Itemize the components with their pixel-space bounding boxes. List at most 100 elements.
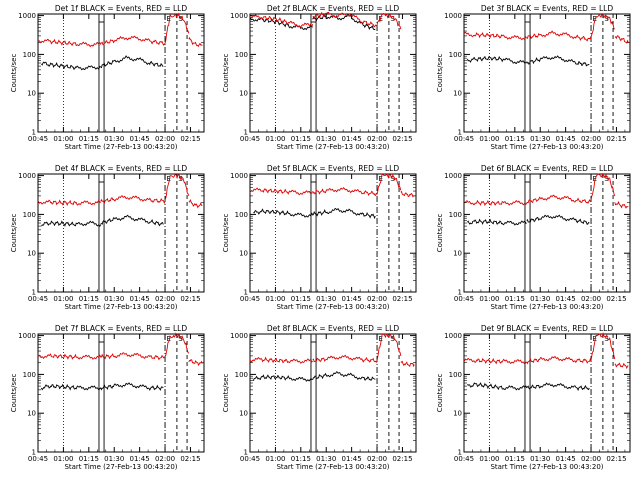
x-tick-label: 00:45 [240, 295, 260, 303]
lld-series-line [188, 358, 203, 367]
x-tick-label: 00:45 [454, 135, 474, 143]
lld-series-line [614, 362, 629, 370]
x-tick-label: 02:15 [392, 295, 412, 303]
event-marker-label: E [593, 15, 597, 23]
x-tick-label: 01:15 [291, 295, 311, 303]
y-tick-label: 1 [244, 129, 248, 137]
y-tick-label: 100 [449, 371, 462, 379]
chart-title: Det 2f BLACK = Events, RED = LLD [267, 4, 400, 13]
x-tick-label: 01:00 [53, 295, 73, 303]
y-axis-label: Counts/sec [222, 214, 230, 253]
lld-series-line [590, 331, 616, 361]
y-tick-label: 100 [449, 211, 462, 219]
y-tick-label: 1 [32, 449, 36, 457]
y-tick-label: 100 [23, 211, 36, 219]
plot-frame [463, 173, 631, 293]
x-tick-label: 00:45 [454, 295, 474, 303]
x-axis-label: Start Time (27-Feb-13 00:43:20) [490, 463, 603, 471]
y-axis-label: Counts/sec [436, 374, 444, 413]
y-tick-label: 100 [23, 371, 36, 379]
y-tick-label: 100 [23, 51, 36, 59]
y-tick-label: 1000 [18, 172, 36, 180]
plot-frame [249, 333, 417, 453]
events-series-line [252, 374, 313, 382]
y-tick-label: 1 [32, 289, 36, 297]
event-marker-label: S [604, 15, 609, 23]
lld-series-line [312, 186, 378, 197]
events-series-line [312, 207, 376, 220]
x-tick-label: 01:15 [291, 135, 311, 143]
y-tick-label: 1000 [18, 12, 36, 20]
x-tick-label: 00:45 [454, 455, 474, 463]
plot-frame [463, 13, 631, 133]
plot-frame [463, 333, 631, 453]
chart-panel: Det 4f BLACK = Events, RED = LLD 1 10 100 10… [10, 164, 205, 311]
lld-series-line [249, 187, 313, 196]
events-series-line [467, 382, 528, 391]
x-tick-label: 02:00 [367, 135, 387, 143]
y-axis-label: Counts/sec [436, 54, 444, 93]
chart-title: Det 7f BLACK = Events, RED = LLD [55, 324, 188, 333]
events-series-line [41, 61, 101, 71]
x-tick-label: 01:30 [316, 455, 336, 463]
x-tick-label: 00:45 [240, 135, 260, 143]
y-tick-label: 1 [458, 129, 462, 137]
x-tick-label: 01:30 [104, 295, 124, 303]
lld-series-line [37, 199, 101, 207]
chart-panel: Det 1f BLACK = Events, RED = LLD 1 10 100 10… [10, 4, 205, 151]
lld-series-line [376, 12, 402, 30]
x-tick-label: 01:30 [104, 455, 124, 463]
x-tick-label: 01:45 [342, 135, 362, 143]
y-tick-label: 100 [449, 51, 462, 59]
events-series-line [312, 14, 376, 30]
lld-series-line [100, 352, 166, 361]
x-axis-label: Start Time (27-Feb-13 00:43:20) [276, 143, 389, 151]
x-tick-label: 01:30 [316, 295, 336, 303]
y-tick-label: 100 [235, 371, 248, 379]
lld-series-line [164, 332, 190, 357]
x-axis-label: Start Time (27-Feb-13 00:43:20) [64, 303, 177, 311]
y-tick-label: 10 [27, 410, 36, 418]
y-tick-label: 1 [458, 289, 462, 297]
x-tick-label: 02:15 [392, 135, 412, 143]
x-tick-label: 02:00 [155, 135, 175, 143]
y-tick-label: 1 [244, 449, 248, 457]
lld-series-line [590, 172, 616, 201]
x-tick-label: 02:15 [606, 455, 626, 463]
y-tick-label: 1000 [230, 172, 248, 180]
lld-series-line [188, 198, 203, 209]
event-marker-label: S [604, 175, 609, 183]
plot-frame [249, 173, 417, 293]
lld-series-line [376, 173, 402, 195]
lld-series-line [526, 30, 592, 42]
lld-series-line [164, 12, 190, 44]
x-tick-label: 02:15 [180, 455, 200, 463]
lld-series-line [37, 353, 102, 360]
events-series-line [249, 17, 313, 31]
events-series-line [100, 214, 164, 227]
lld-series-line [400, 190, 415, 198]
y-tick-label: 1000 [230, 332, 248, 340]
lld-series-line [463, 31, 527, 41]
x-tick-label: 00:45 [28, 295, 48, 303]
lld-series-line [463, 357, 527, 365]
x-tick-label: 01:45 [130, 135, 150, 143]
x-axis-label: Start Time (27-Feb-13 00:43:20) [490, 303, 603, 311]
x-tick-label: 01:15 [79, 295, 99, 303]
chart-panel: Det 5f BLACK = Events, RED = LLD 1 10 100 10… [222, 164, 417, 311]
y-tick-label: 10 [453, 90, 462, 98]
y-tick-label: 10 [239, 410, 248, 418]
event-marker-label: E [167, 175, 171, 183]
x-tick-label: 01:45 [342, 295, 362, 303]
x-tick-label: 02:00 [155, 455, 175, 463]
y-tick-label: 1000 [444, 12, 462, 20]
chart-panel: Det 6f BLACK = Events, RED = LLD 1 10 100 10… [436, 164, 631, 311]
lld-series-line [463, 199, 528, 207]
x-tick-label: 02:00 [367, 455, 387, 463]
event-marker-label: S [604, 335, 609, 343]
chart-panel: Det 7f BLACK = Events, RED = LLD 1 10 100 10… [10, 324, 205, 471]
events-series-line [253, 208, 314, 218]
lld-series-line [249, 356, 313, 364]
events-series-line [466, 55, 527, 65]
event-marker-label: S [390, 335, 395, 343]
